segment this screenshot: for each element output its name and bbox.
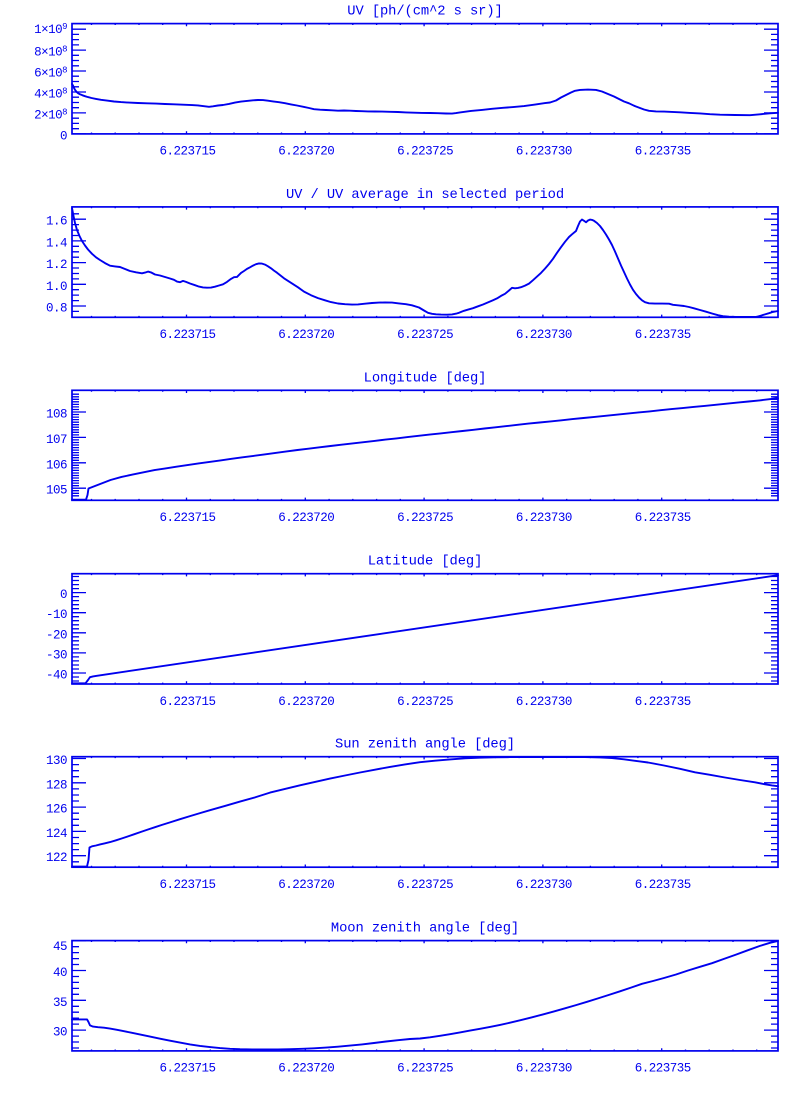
- svg-text:6.223730: 6.223730: [516, 511, 572, 525]
- svg-text:1.0: 1.0: [46, 280, 67, 294]
- svg-text:6.223735: 6.223735: [635, 695, 691, 709]
- svg-text:6.223735: 6.223735: [635, 328, 691, 342]
- svg-text:0: 0: [60, 129, 67, 143]
- svg-text:6.223720: 6.223720: [278, 328, 334, 342]
- svg-text:-10: -10: [46, 608, 67, 622]
- svg-text:0: 0: [60, 588, 67, 602]
- svg-text:6.223720: 6.223720: [278, 1062, 334, 1076]
- svg-text:UV [ph/(cm^2 s sr)]: UV [ph/(cm^2 s sr)]: [347, 4, 502, 20]
- svg-text:Longitude [deg]: Longitude [deg]: [364, 370, 487, 386]
- svg-text:30: 30: [53, 1026, 67, 1040]
- svg-text:6.223735: 6.223735: [635, 878, 691, 892]
- svg-text:105: 105: [46, 484, 67, 498]
- svg-text:6.223715: 6.223715: [159, 328, 215, 342]
- svg-text:6.223730: 6.223730: [516, 1062, 572, 1076]
- svg-text:40: 40: [53, 966, 67, 980]
- svg-text:6.223715: 6.223715: [159, 511, 215, 525]
- svg-text:6.223735: 6.223735: [635, 1062, 691, 1076]
- svg-text:1×109: 1×109: [34, 22, 67, 37]
- svg-text:2×108: 2×108: [34, 107, 67, 122]
- svg-text:6.223725: 6.223725: [397, 145, 453, 159]
- svg-text:128: 128: [46, 778, 67, 792]
- svg-text:1.4: 1.4: [46, 236, 67, 250]
- svg-text:35: 35: [53, 996, 67, 1010]
- svg-text:Moon zenith angle [deg]: Moon zenith angle [deg]: [331, 921, 519, 937]
- svg-text:6.223725: 6.223725: [397, 328, 453, 342]
- svg-text:6.223715: 6.223715: [159, 1062, 215, 1076]
- svg-text:6.223725: 6.223725: [397, 1062, 453, 1076]
- svg-text:6.223730: 6.223730: [516, 328, 572, 342]
- svg-text:4×108: 4×108: [34, 87, 67, 102]
- svg-text:6.223735: 6.223735: [635, 511, 691, 525]
- svg-text:-20: -20: [46, 628, 67, 642]
- svg-text:UV / UV average in selected pe: UV / UV average in selected period: [286, 187, 564, 203]
- svg-text:-30: -30: [46, 648, 67, 662]
- svg-text:6.223735: 6.223735: [635, 145, 691, 159]
- svg-text:6.223720: 6.223720: [278, 511, 334, 525]
- svg-text:-40: -40: [46, 669, 67, 683]
- svg-text:6.223725: 6.223725: [397, 878, 453, 892]
- svg-text:6.223715: 6.223715: [159, 878, 215, 892]
- svg-text:6.223715: 6.223715: [159, 695, 215, 709]
- svg-text:6.223730: 6.223730: [516, 878, 572, 892]
- svg-text:122: 122: [46, 851, 67, 865]
- svg-text:106: 106: [46, 458, 67, 472]
- svg-text:130: 130: [46, 754, 67, 768]
- svg-text:45: 45: [53, 940, 67, 954]
- svg-text:107: 107: [46, 433, 67, 447]
- svg-text:6.223720: 6.223720: [278, 695, 334, 709]
- svg-text:Latitude [deg]: Latitude [deg]: [368, 554, 483, 570]
- svg-text:126: 126: [46, 803, 67, 817]
- svg-text:8×108: 8×108: [34, 45, 67, 60]
- svg-text:6.223730: 6.223730: [516, 145, 572, 159]
- svg-text:6.223720: 6.223720: [278, 145, 334, 159]
- svg-text:124: 124: [46, 827, 67, 841]
- svg-text:0.8: 0.8: [46, 302, 67, 316]
- svg-text:Sun zenith angle [deg]: Sun zenith angle [deg]: [335, 737, 515, 753]
- svg-text:1.2: 1.2: [46, 258, 67, 272]
- svg-text:6.223725: 6.223725: [397, 511, 453, 525]
- svg-text:6.223725: 6.223725: [397, 695, 453, 709]
- svg-text:6.223730: 6.223730: [516, 695, 572, 709]
- svg-text:1.6: 1.6: [46, 215, 67, 229]
- svg-text:108: 108: [46, 408, 67, 422]
- svg-text:6.223720: 6.223720: [278, 878, 334, 892]
- svg-text:6.223715: 6.223715: [159, 145, 215, 159]
- svg-text:6×108: 6×108: [34, 66, 67, 81]
